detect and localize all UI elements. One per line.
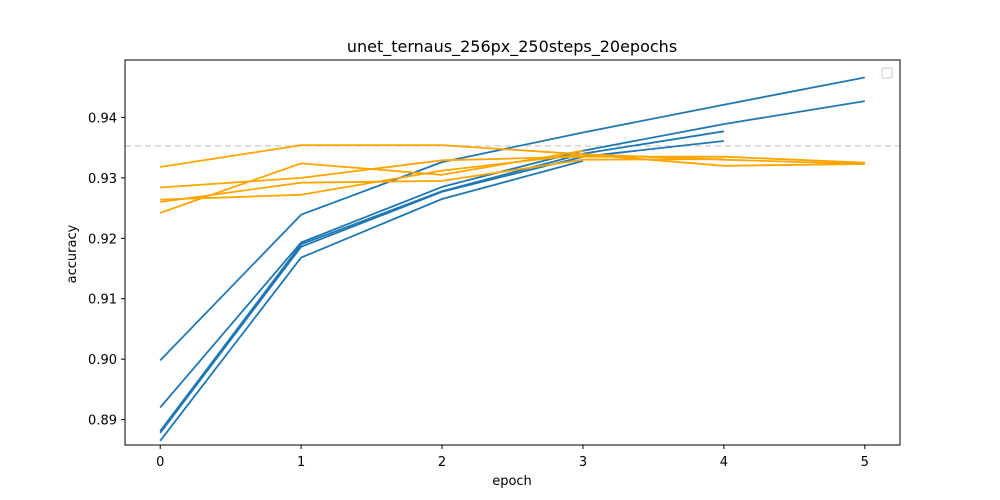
y-tick-label: 0.89	[88, 414, 117, 429]
series-line-blue-1	[159, 76, 865, 362]
series-line-orange-9	[160, 158, 724, 203]
y-tick-label: 0.93	[88, 172, 117, 187]
x-tick-label: 1	[297, 455, 305, 470]
x-tick-label: 3	[579, 455, 587, 470]
x-tick-label: 2	[438, 455, 446, 470]
series-line-orange-7	[160, 155, 865, 189]
series-line-blue-5	[159, 160, 584, 442]
y-tick-label: 0.94	[88, 111, 117, 126]
chart-title: unet_ternaus_256px_250steps_20epochs	[347, 37, 677, 57]
series-line-blue-4	[159, 140, 724, 434]
y-tick-label: 0.91	[88, 293, 117, 308]
series-line-blue-2	[159, 100, 865, 409]
x-tick-label: 4	[720, 455, 728, 470]
y-tick-label: 0.90	[88, 353, 117, 368]
series-line-orange-8	[160, 153, 865, 201]
plot-area-frame	[124, 59, 901, 446]
series-line-orange-10	[159, 149, 584, 214]
y-tick-label: 0.92	[88, 232, 117, 247]
x-axis-label: epoch	[492, 474, 532, 489]
series-line-blue-3	[159, 130, 725, 432]
x-tick-label: 0	[156, 455, 164, 470]
y-axis-label: accuracy	[65, 224, 80, 283]
series-line-orange-6	[160, 144, 865, 168]
legend-box	[881, 67, 893, 79]
x-tick-label: 5	[861, 455, 869, 470]
